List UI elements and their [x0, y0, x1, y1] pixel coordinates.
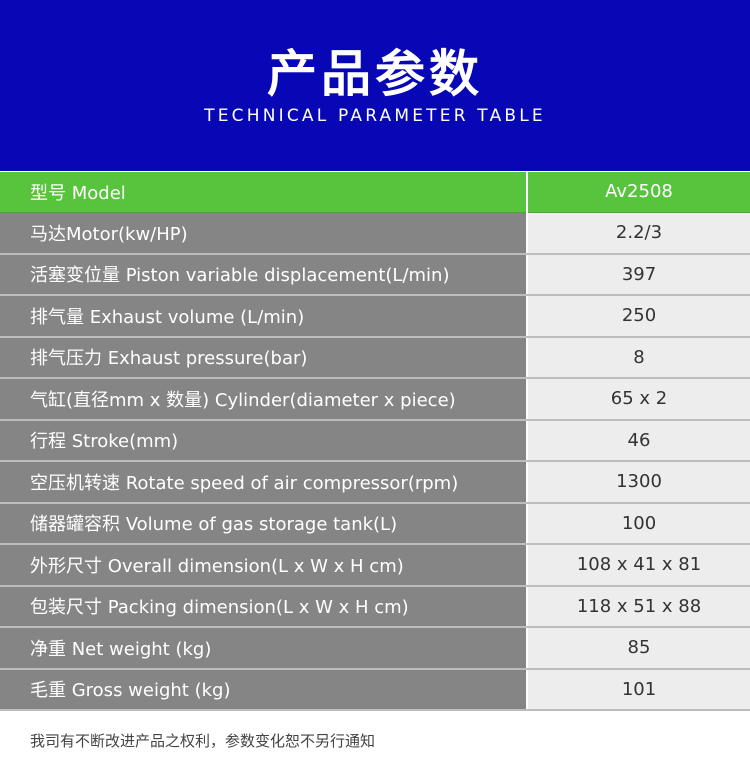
model-value: Av2508 [527, 172, 750, 213]
param-value: 46 [527, 419, 750, 462]
table-header-row: 型号 Model Av2508 [0, 172, 750, 213]
param-label: 马达Motor(kw/HP) [0, 212, 528, 255]
param-label: 活塞变位量 Piston variable displacement(L/min… [0, 253, 528, 296]
param-value: 8 [527, 336, 750, 379]
param-value: 397 [527, 253, 750, 296]
param-label: 空压机转速 Rotate speed of air compressor(rpm… [0, 461, 528, 504]
table-row: 外形尺寸 Overall dimension(L x W x H cm) 108 … [0, 544, 750, 587]
table-row: 毛重 Gross weight (kg) 101 [0, 668, 750, 711]
table-row: 净重 Net weight (kg) 85 [0, 627, 750, 670]
table-row: 空压机转速 Rotate speed of air compressor(rpm… [0, 461, 750, 504]
table-row: 排气压力 Exhaust pressure(bar) 8 [0, 336, 750, 379]
param-label: 净重 Net weight (kg) [0, 627, 528, 670]
param-label: 储器罐容积 Volume of gas storage tank(L) [0, 502, 528, 545]
table-row: 气缸(直径mm x 数量) Cylinder(diameter x piece)… [0, 378, 750, 421]
table-row: 行程 Stroke(mm) 46 [0, 419, 750, 462]
parameter-table: 型号 Model Av2508 马达Motor(kw/HP) 2.2/3 活塞变位量… [0, 172, 750, 711]
param-label: 排气量 Exhaust volume (L/min) [0, 295, 528, 338]
table-row: 马达Motor(kw/HP) 2.2/3 [0, 212, 750, 255]
param-value: 100 [527, 502, 750, 545]
param-value: 1300 [527, 461, 750, 504]
param-value: 65 x 2 [527, 378, 750, 421]
param-value: 101 [527, 668, 750, 711]
param-label: 排气压力 Exhaust pressure(bar) [0, 336, 528, 379]
table-row: 活塞变位量 Piston variable displacement(L/min… [0, 253, 750, 296]
model-label: 型号 Model [0, 172, 528, 213]
header-banner: 产品参数 TECHNICAL PARAMETER TABLE [0, 0, 750, 171]
table-row: 排气量 Exhaust volume (L/min) 250 [0, 295, 750, 338]
table-row: 储器罐容积 Volume of gas storage tank(L) 100 [0, 502, 750, 545]
table-row: 包装尺寸 Packing dimension(L x W x H cm) 118 … [0, 585, 750, 628]
param-value: 108 x 41 x 81 [527, 544, 750, 587]
param-label: 包装尺寸 Packing dimension(L x W x H cm) [0, 585, 528, 628]
param-label: 气缸(直径mm x 数量) Cylinder(diameter x piece) [0, 378, 528, 421]
param-label: 行程 Stroke(mm) [0, 419, 528, 462]
footer-note: 我司有不断改进产品之权利，参数变化恕不另行通知 [30, 732, 376, 750]
page-subtitle: TECHNICAL PARAMETER TABLE [204, 106, 546, 126]
param-value: 250 [527, 295, 750, 338]
param-label: 外形尺寸 Overall dimension(L x W x H cm) [0, 544, 528, 587]
param-label: 毛重 Gross weight (kg) [0, 668, 528, 711]
param-value: 118 x 51 x 88 [527, 585, 750, 628]
param-value: 2.2/3 [527, 212, 750, 255]
param-value: 85 [527, 627, 750, 670]
page-title: 产品参数 [267, 45, 483, 103]
